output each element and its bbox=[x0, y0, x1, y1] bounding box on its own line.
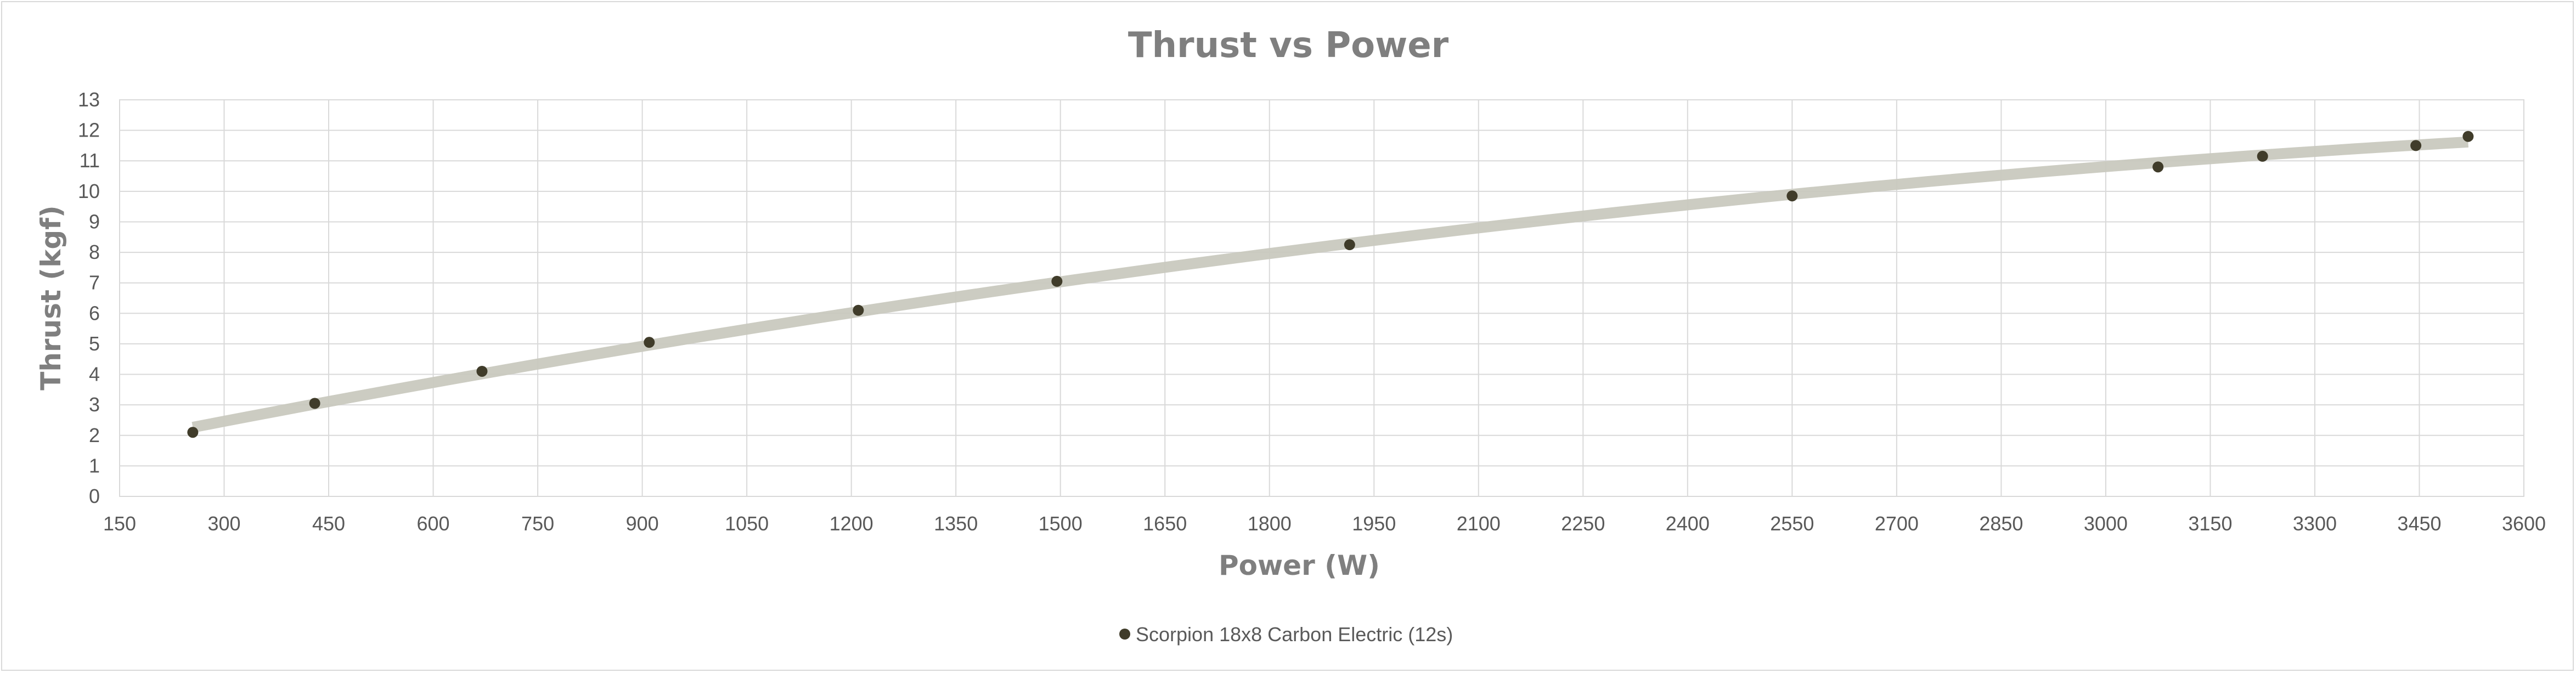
y-tick-label: 10 bbox=[78, 180, 100, 202]
x-tick-label: 450 bbox=[312, 512, 345, 535]
x-tick-label: 3450 bbox=[2397, 512, 2441, 535]
plot-area-border bbox=[119, 99, 2524, 497]
trendline-layer bbox=[191, 136, 2468, 433]
x-tick-label: 1500 bbox=[1039, 512, 1083, 535]
x-tick-label: 150 bbox=[103, 512, 136, 535]
x-tick-label: 2850 bbox=[1979, 512, 2023, 535]
plot-area bbox=[119, 99, 2524, 497]
y-tick-label: 8 bbox=[89, 241, 100, 263]
x-tick-label: 750 bbox=[521, 512, 554, 535]
y-tick-label: 3 bbox=[89, 393, 100, 416]
data-point bbox=[2462, 131, 2474, 142]
x-tick-label: 2400 bbox=[1666, 512, 1710, 535]
x-tick-label: 900 bbox=[626, 512, 659, 535]
data-point bbox=[1786, 190, 1798, 202]
x-axis-title: Power (W) bbox=[1219, 550, 1380, 581]
x-tick-label: 2550 bbox=[1770, 512, 1814, 535]
x-tick-label: 1200 bbox=[830, 512, 873, 535]
data-point bbox=[476, 365, 488, 377]
y-tick-label: 7 bbox=[89, 272, 100, 294]
x-tick-label: 3300 bbox=[2293, 512, 2337, 535]
y-axis-title: Thrust (kgf) bbox=[35, 205, 67, 391]
y-tick-label: 0 bbox=[89, 485, 100, 507]
y-tick-label: 12 bbox=[78, 119, 100, 142]
x-tick-label: 1800 bbox=[1248, 512, 1292, 535]
x-tick-label: 300 bbox=[207, 512, 240, 535]
data-point bbox=[2410, 140, 2422, 151]
x-tick-label: 1950 bbox=[1352, 512, 1396, 535]
y-tick-label: 1 bbox=[89, 454, 100, 477]
x-tick-label: 2100 bbox=[1457, 512, 1501, 535]
legend-marker bbox=[1119, 629, 1130, 640]
x-tick-label: 600 bbox=[417, 512, 450, 535]
data-points bbox=[187, 131, 2474, 438]
y-tick-label: 2 bbox=[89, 424, 100, 446]
x-tick-label: 3000 bbox=[2084, 512, 2128, 535]
data-point bbox=[2152, 161, 2164, 173]
y-tick-label: 11 bbox=[80, 149, 100, 172]
data-point bbox=[1344, 239, 1355, 251]
x-tick-label: 2250 bbox=[1561, 512, 1605, 535]
data-point bbox=[853, 304, 864, 316]
legend: Scorpion 18x8 Carbon Electric (12s) bbox=[1119, 623, 1453, 646]
data-point bbox=[309, 398, 320, 409]
legend-label: Scorpion 18x8 Carbon Electric (12s) bbox=[1136, 623, 1453, 646]
data-point bbox=[644, 337, 655, 348]
y-tick-label: 6 bbox=[89, 302, 100, 324]
y-tick-label: 5 bbox=[89, 332, 100, 355]
data-point bbox=[2257, 150, 2268, 162]
x-tick-label: 1650 bbox=[1143, 512, 1187, 535]
x-axis-tick-labels: 150 300 450 600 750 900 1050 1200 1350 1500 1650 18… bbox=[103, 512, 2546, 535]
y-tick-label: 9 bbox=[89, 210, 100, 233]
y-tick-label: 4 bbox=[89, 363, 100, 386]
x-tick-label: 2700 bbox=[1875, 512, 1919, 535]
data-point bbox=[1051, 275, 1063, 287]
x-tick-label: 3150 bbox=[2188, 512, 2232, 535]
x-tick-label: 1050 bbox=[725, 512, 769, 535]
data-point bbox=[187, 427, 199, 438]
trendline bbox=[191, 136, 2468, 433]
x-tick-label: 3600 bbox=[2502, 512, 2546, 535]
x-tick-label: 1350 bbox=[934, 512, 978, 535]
y-tick-label: 13 bbox=[78, 88, 100, 111]
chart-title: Thrust vs Power bbox=[1128, 25, 1449, 66]
